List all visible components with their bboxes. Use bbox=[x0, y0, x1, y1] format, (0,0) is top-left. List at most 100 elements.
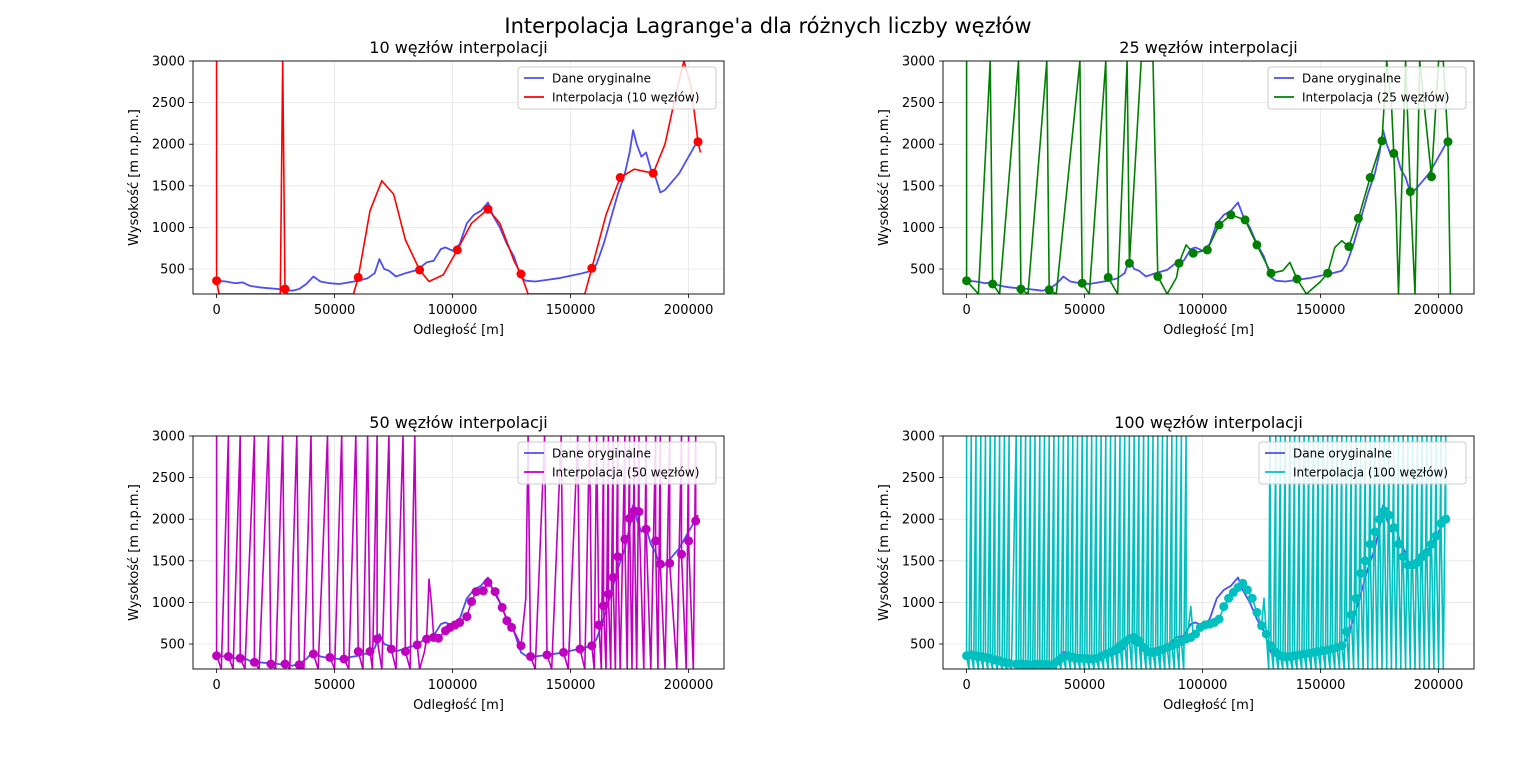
x-tick-label: 200000 bbox=[1414, 303, 1464, 318]
interpolation-node-point bbox=[608, 573, 618, 582]
interpolation-node-point bbox=[1353, 213, 1363, 223]
interpolation-node-point bbox=[1422, 548, 1432, 557]
interpolation-node-point bbox=[962, 276, 972, 286]
interpolation-node-point bbox=[462, 612, 472, 622]
interpolation-node-point bbox=[1427, 172, 1436, 182]
interpolation-node-point bbox=[1370, 527, 1380, 537]
legend-label-original: Dane oryginalne bbox=[552, 447, 651, 461]
y-tick-label: 2000 bbox=[152, 138, 185, 153]
interpolation-node-point bbox=[235, 653, 245, 663]
x-tick-label: 50000 bbox=[314, 678, 355, 693]
x-tick-label: 100000 bbox=[428, 678, 478, 693]
y-tick-label: 1000 bbox=[902, 596, 935, 611]
interpolation-node-point bbox=[478, 586, 488, 596]
interpolation-node-point bbox=[1344, 242, 1354, 252]
interpolation-node-point bbox=[325, 652, 335, 662]
interpolation-node-point bbox=[587, 263, 597, 273]
interpolation-node-point bbox=[1365, 173, 1375, 182]
y-tick-label: 3000 bbox=[152, 55, 185, 70]
interpolation-node-point bbox=[308, 649, 318, 659]
x-tick-label: 0 bbox=[212, 303, 220, 318]
interpolation-node-point bbox=[1044, 285, 1054, 295]
interpolation-node-point bbox=[1219, 602, 1229, 612]
interpolation-node-point bbox=[559, 647, 568, 657]
x-axis-label: Odległość [m] bbox=[1163, 323, 1254, 338]
interpolation-node-point bbox=[339, 654, 349, 664]
interpolation-node-point bbox=[212, 276, 222, 286]
interpolation-node-point bbox=[1389, 523, 1399, 532]
interpolation-node-point bbox=[223, 652, 233, 661]
interpolation-node-point bbox=[280, 659, 290, 669]
interpolation-node-point bbox=[1427, 539, 1436, 549]
interpolation-node-point bbox=[634, 507, 644, 517]
interpolation-node-point bbox=[249, 657, 259, 667]
y-tick-label: 1000 bbox=[152, 596, 185, 611]
chart-title: 100 węzłów interpolacji bbox=[1114, 413, 1303, 432]
interpolation-node-point bbox=[594, 620, 604, 630]
interpolation-node-point bbox=[693, 137, 703, 147]
interpolation-node-point bbox=[1257, 621, 1267, 631]
interpolation-node-point bbox=[1016, 284, 1026, 294]
interpolation-node-point bbox=[1356, 568, 1366, 578]
interpolation-node-point bbox=[502, 616, 512, 626]
interpolation-node-point bbox=[677, 549, 686, 559]
interpolation-node-point bbox=[353, 647, 363, 656]
interpolation-node-point bbox=[280, 284, 290, 294]
legend-label-original: Dane oryginalne bbox=[552, 72, 651, 86]
interpolation-node-point bbox=[603, 589, 613, 599]
chart-panel-3: 0 50000 100000 150000 200000 500 1000 1500 2000 2… bbox=[127, 413, 725, 713]
interpolation-node-point bbox=[1214, 220, 1224, 230]
x-tick-label: 100000 bbox=[428, 303, 478, 318]
interpolation-node-point bbox=[467, 597, 476, 607]
y-tick-label: 2500 bbox=[152, 471, 185, 486]
interpolation-node-point bbox=[1202, 245, 1212, 255]
x-tick-label: 100000 bbox=[1178, 678, 1228, 693]
plot-frame bbox=[192, 60, 725, 295]
x-tick-label: 50000 bbox=[314, 303, 355, 318]
y-tick-label: 1500 bbox=[902, 179, 935, 194]
y-tick-label: 2000 bbox=[152, 513, 185, 528]
x-tick-label: 50000 bbox=[1064, 303, 1105, 318]
interpolation-node-point bbox=[497, 602, 507, 612]
legend-box bbox=[1258, 441, 1467, 485]
interpolation-node-point bbox=[415, 265, 425, 275]
y-axis-label: Wysokość [m n.p.m.] bbox=[877, 484, 892, 621]
interpolation-node-point bbox=[490, 587, 500, 597]
x-tick-label: 200000 bbox=[664, 678, 714, 693]
legend-box bbox=[1267, 66, 1467, 110]
interpolation-node-point bbox=[641, 524, 651, 534]
interpolation-node-point bbox=[1134, 636, 1144, 646]
legend-label-interpolation: Interpolacja (100 węzłów) bbox=[1293, 466, 1448, 480]
interpolation-node-point bbox=[1342, 627, 1352, 637]
interpolation-node-point bbox=[599, 601, 609, 611]
interpolation-node-point bbox=[433, 633, 443, 643]
interpolation-node-point bbox=[651, 536, 661, 546]
interpolation-node-point bbox=[1266, 641, 1276, 651]
chart-title: 50 węzłów interpolacji bbox=[369, 413, 547, 432]
interpolation-node-point bbox=[1252, 607, 1262, 617]
interpolation-node-point bbox=[1394, 539, 1403, 549]
x-tick-label: 200000 bbox=[1414, 678, 1464, 693]
interpolation-node-point bbox=[1384, 510, 1394, 520]
x-tick-label: 100000 bbox=[1178, 303, 1228, 318]
interpolation-node-point bbox=[1174, 258, 1184, 268]
interpolation-node-point bbox=[1292, 274, 1302, 284]
x-tick-label: 150000 bbox=[1296, 303, 1346, 318]
interpolation-node-point bbox=[655, 559, 665, 569]
interpolation-node-point bbox=[1103, 272, 1113, 282]
legend: Dane oryginalne Interpolacja (10 węzłów) bbox=[517, 66, 717, 110]
x-tick-label: 150000 bbox=[546, 678, 596, 693]
interpolation-node-point bbox=[412, 640, 422, 650]
chart-title: 10 węzłów interpolacji bbox=[369, 38, 547, 57]
y-axis-label: Wysokość [m n.p.m.] bbox=[877, 109, 892, 246]
y-tick-label: 2500 bbox=[902, 96, 935, 111]
interpolation-node-point bbox=[422, 634, 432, 644]
interpolation-node-point bbox=[1375, 514, 1385, 524]
interpolation-node-point bbox=[365, 647, 375, 656]
chart-title: 25 węzłów interpolacji bbox=[1119, 38, 1297, 57]
legend: Dane oryginalne Interpolacja (50 węzłów) bbox=[517, 441, 717, 485]
interpolation-node-point bbox=[1124, 258, 1134, 268]
y-tick-label: 500 bbox=[910, 638, 935, 653]
